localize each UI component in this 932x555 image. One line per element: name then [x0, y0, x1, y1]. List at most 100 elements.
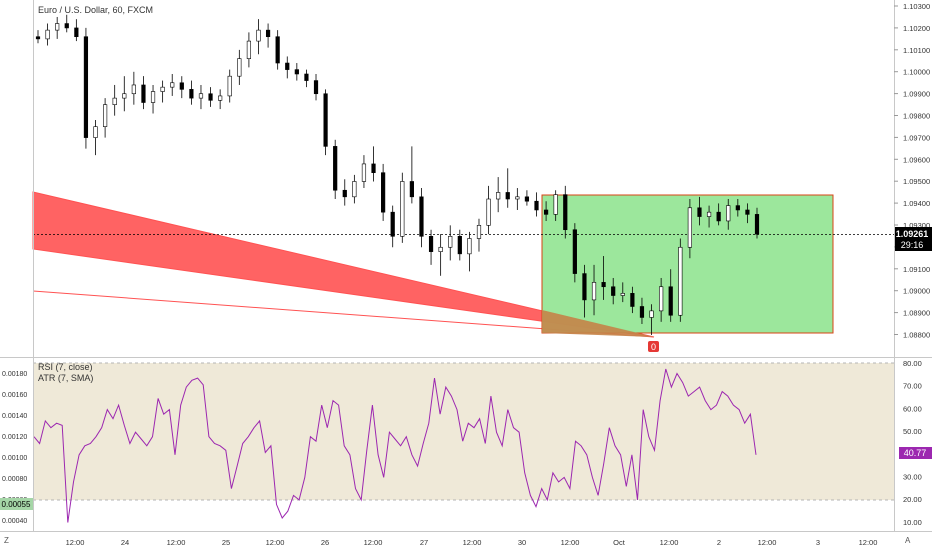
candle-down	[141, 84, 146, 103]
price-axis-label: 1.09300	[903, 221, 930, 230]
candle-down	[285, 62, 290, 70]
time-axis-label: 12:00	[266, 538, 285, 547]
candle-up	[726, 205, 731, 222]
candle-up	[131, 84, 136, 95]
candle-down	[572, 229, 577, 274]
price-axis-label: 1.08900	[903, 309, 930, 318]
candle-up	[706, 211, 712, 217]
price-axis-label: 1.09000	[903, 287, 930, 296]
candle-up	[620, 293, 625, 296]
candle-up	[659, 286, 664, 312]
corner-left-label[interactable]: Z	[4, 536, 9, 545]
candle-down	[524, 196, 530, 202]
time-axis-label: 12:00	[364, 538, 383, 547]
candle-down	[735, 205, 740, 211]
candle-down	[668, 286, 673, 316]
candle-down	[611, 286, 616, 296]
candle-down	[534, 200, 539, 211]
candle-down	[582, 273, 587, 301]
candle-down	[457, 236, 462, 255]
rsi-axis-label: 30.00	[903, 473, 922, 482]
candle-down	[630, 293, 635, 307]
price-axis-label: 1.09500	[903, 177, 930, 186]
atr-legend[interactable]: ATR (7, SMA)	[38, 373, 93, 383]
candle-down	[74, 27, 79, 38]
price-axis-label: 1.09900	[903, 90, 930, 99]
time-axis-label: 12:00	[758, 538, 777, 547]
atr-axis-label: 0.00080	[2, 476, 27, 483]
green-rectangle-drawing[interactable]	[541, 194, 834, 334]
candle-down	[265, 29, 271, 38]
candle-up	[170, 82, 175, 88]
candle-up	[55, 23, 60, 31]
candle-down	[275, 36, 280, 64]
atr-axis-label: 0.00100	[2, 455, 27, 462]
candle-up	[227, 75, 232, 97]
candle-down	[313, 80, 319, 95]
time-axis-label: Oct	[613, 538, 626, 547]
candle-up	[93, 126, 98, 138]
rsi-axis-label: 60.00	[903, 404, 922, 413]
candle-up	[553, 194, 558, 215]
time-axis-label: 12:00	[561, 538, 580, 547]
candle-down	[716, 211, 721, 222]
candle-down	[563, 194, 568, 231]
price-axis-label: 1.10300	[903, 2, 930, 11]
candle-down	[390, 211, 395, 237]
candle-up	[400, 181, 405, 237]
time-axis-label: 24	[121, 538, 129, 547]
candle-up	[361, 163, 367, 182]
price-axis-label: 1.09800	[903, 112, 930, 121]
rsi-band	[33, 363, 894, 500]
price-axis[interactable]: 1.10300 1.10200 1.10100 1.10000 1.09900 1.098…	[894, 2, 930, 340]
candle-down	[505, 192, 510, 200]
time-axis-label: 2	[717, 538, 721, 547]
price-axis-label: 1.09700	[903, 133, 930, 142]
time-axis-label: 12:00	[167, 538, 186, 547]
candle-up	[122, 93, 127, 99]
candle-down	[543, 209, 549, 215]
candle-up	[496, 192, 501, 200]
candle-down	[381, 172, 386, 213]
rsi-value: 40.77	[904, 448, 927, 458]
price-axis-label: 1.09600	[903, 155, 930, 164]
current-price-badge	[895, 227, 932, 251]
atr-axis-label: 0.00040	[2, 518, 27, 525]
candle-up	[448, 236, 453, 248]
time-axis-label: 12:00	[859, 538, 878, 547]
price-axis-label: 1.10200	[903, 24, 930, 33]
event-marker[interactable]	[648, 341, 659, 352]
candle-up	[256, 29, 261, 42]
candle-up	[237, 58, 242, 77]
rsi-value-badge	[899, 447, 932, 459]
atr-axis-label: 0.00140	[2, 413, 27, 420]
candle-up	[467, 238, 472, 255]
rsi-legend[interactable]: RSI (7, close)	[38, 362, 93, 372]
current-price-value: 1.09261	[896, 229, 929, 239]
corner-right-label[interactable]: A	[905, 536, 911, 545]
time-axis-label: 26	[321, 538, 329, 547]
candle-down	[189, 89, 194, 99]
atr-axis-label: 0.00160	[2, 392, 27, 399]
candle-up	[486, 198, 491, 226]
rsi-axis-label: 50.00	[903, 427, 922, 436]
candle-up	[687, 207, 692, 248]
candle-down	[419, 196, 424, 237]
candle-down	[323, 93, 328, 147]
symbol-title[interactable]: Euro / U.S. Dollar, 60, FXCM	[38, 5, 153, 15]
event-marker-label: 0	[651, 342, 656, 352]
time-axis-label: 12:00	[660, 538, 679, 547]
rsi-axis-label: 80.00	[903, 359, 922, 368]
time-axis-label: 12:00	[463, 538, 482, 547]
candle-up	[678, 246, 683, 316]
time-axis-label: 12:00	[66, 538, 85, 547]
candle-down	[697, 207, 702, 217]
time-axis[interactable]: 12:00 24 12:00 25 12:00 26 12:00 27 12:00 30 12:00…	[66, 538, 878, 547]
candle-up	[103, 104, 108, 127]
candle-up	[45, 29, 50, 40]
candle-down	[601, 282, 606, 288]
time-axis-label: 30	[518, 538, 526, 547]
candle-down	[35, 36, 41, 40]
candle-down	[342, 189, 347, 198]
